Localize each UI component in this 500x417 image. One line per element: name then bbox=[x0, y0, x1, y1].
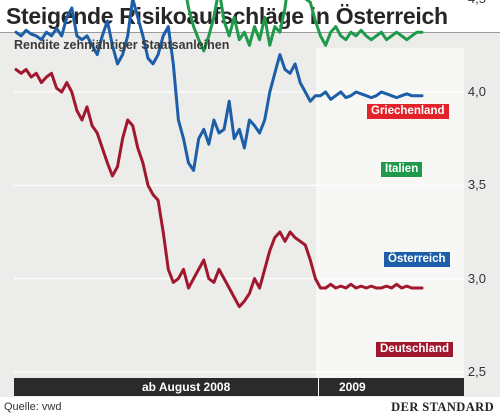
publisher-logo: DER STANDARD bbox=[391, 400, 494, 414]
y-tick-label: 2,5 bbox=[467, 364, 486, 379]
period-divider bbox=[318, 378, 319, 396]
x-period-label-2009: 2009 bbox=[339, 380, 366, 394]
series-line-italien bbox=[185, 0, 424, 53]
series-line-deutschland bbox=[14, 68, 424, 309]
y-tick-label: 4,5 bbox=[468, 0, 486, 6]
y-tick-label: 3,5 bbox=[467, 177, 486, 193]
highlight-2009-band bbox=[316, 48, 464, 378]
series-label-oesterreich: Österreich bbox=[384, 252, 450, 267]
chart-title: Steigende Risikoaufschläge in Österreich bbox=[6, 3, 448, 29]
series-label-griechenland: Griechenland bbox=[367, 104, 449, 119]
series-label-deutschland: Deutschland bbox=[376, 342, 454, 357]
chart-subtitle: Rendite zehnjähriger Staatsanleihen bbox=[14, 38, 230, 52]
y-tick-label: 4,0 bbox=[467, 83, 486, 99]
source-note: Quelle: vwd bbox=[4, 401, 62, 413]
grid-lines bbox=[14, 91, 464, 373]
series-lines bbox=[14, 0, 424, 309]
series-line-oesterreich bbox=[14, 0, 424, 172]
x-axis-period-bar: ab August 2008 2009 bbox=[14, 378, 464, 396]
x-period-label-2008: ab August 2008 bbox=[142, 380, 231, 394]
series-label-italien: Italien bbox=[381, 162, 423, 177]
title-rule bbox=[0, 32, 500, 33]
y-tick-label: 3,0 bbox=[467, 270, 486, 286]
